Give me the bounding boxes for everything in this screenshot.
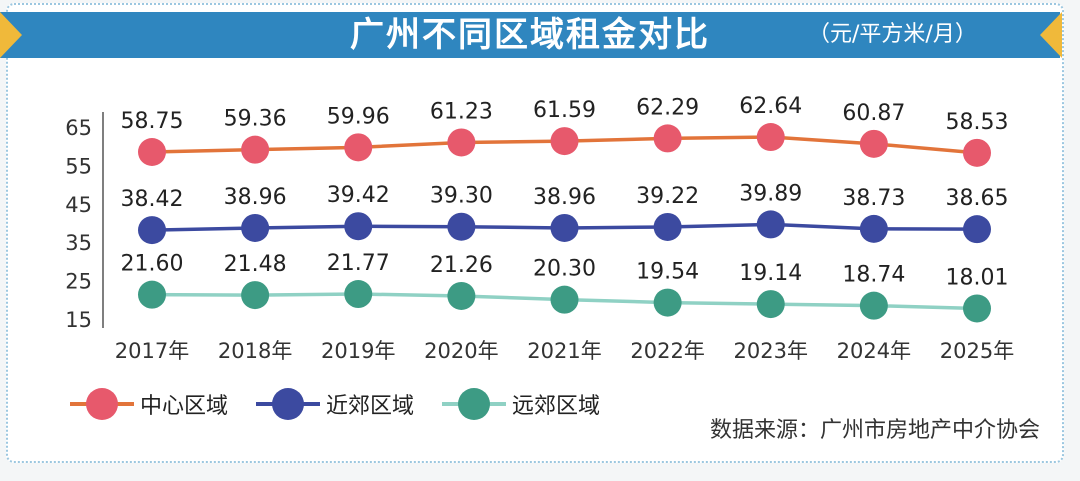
data-point-near xyxy=(756,210,785,239)
data-point-far xyxy=(344,280,373,309)
x-tick-label: 2025年 xyxy=(940,339,1014,363)
legend-swatch-far xyxy=(442,386,507,422)
data-label-near: 38.96 xyxy=(533,185,596,210)
x-tick-label: 2023年 xyxy=(734,339,808,363)
x-tick-label: 2021年 xyxy=(527,339,601,363)
data-point-far xyxy=(859,291,888,320)
data-point-far xyxy=(447,281,476,310)
data-point-far xyxy=(241,281,270,310)
data-point-central xyxy=(859,129,888,158)
chart-card xyxy=(6,3,1064,463)
data-label-near: 38.73 xyxy=(842,186,905,211)
legend-label-near: 近郊区域 xyxy=(326,394,415,419)
data-point-near xyxy=(859,214,888,243)
data-label-far: 21.60 xyxy=(121,252,184,277)
data-point-far xyxy=(963,294,991,323)
legend-swatch-central xyxy=(70,386,134,422)
data-label-central: 61.23 xyxy=(430,99,493,124)
data-point-far xyxy=(756,290,785,319)
legend-label-central: 中心区域 xyxy=(140,394,229,419)
data-label-central: 62.64 xyxy=(739,94,802,119)
data-point-central xyxy=(653,124,682,153)
data-point-central xyxy=(344,133,373,162)
data-label-near: 39.42 xyxy=(327,183,390,208)
y-tick-label: 55 xyxy=(65,154,92,178)
data-point-central xyxy=(550,127,579,156)
data-point-central xyxy=(138,138,166,166)
data-label-central: 60.87 xyxy=(842,101,905,126)
data-label-central: 61.59 xyxy=(533,98,596,123)
data-point-far xyxy=(653,288,682,317)
data-point-central xyxy=(756,123,785,152)
data-point-near xyxy=(653,212,682,241)
legend-item-far: 远郊区域 xyxy=(442,386,600,422)
y-tick-label: 65 xyxy=(65,116,92,140)
x-tick-label: 2019年 xyxy=(321,339,395,363)
y-tick-label: 45 xyxy=(65,193,92,217)
data-label-central: 59.96 xyxy=(327,104,390,129)
data-point-near xyxy=(963,215,991,244)
x-tick-label: 2017年 xyxy=(115,339,189,363)
legend-swatch-near xyxy=(256,386,321,422)
data-source: 数据来源：广州市房地产中介协会 xyxy=(709,418,1040,443)
data-label-far: 20.30 xyxy=(533,257,596,282)
data-point-far xyxy=(550,285,579,314)
x-tick-label: 2018年 xyxy=(218,339,292,363)
data-point-near xyxy=(550,213,579,242)
data-point-near xyxy=(241,213,270,242)
x-tick-label: 2024年 xyxy=(837,339,911,363)
data-label-far: 19.54 xyxy=(636,260,699,285)
data-label-central: 58.75 xyxy=(121,109,184,134)
data-label-far: 18.74 xyxy=(842,263,905,288)
data-label-central: 62.29 xyxy=(636,95,699,120)
data-label-central: 58.53 xyxy=(946,110,1009,135)
data-label-near: 38.96 xyxy=(224,185,287,210)
chart-unit: （元/平方米/月） xyxy=(808,22,977,47)
data-label-far: 19.14 xyxy=(739,261,802,286)
data-point-near xyxy=(447,212,476,241)
data-label-near: 38.42 xyxy=(121,187,184,212)
data-label-central: 59.36 xyxy=(224,107,287,132)
data-label-near: 38.65 xyxy=(946,186,1009,211)
data-point-near xyxy=(344,212,373,241)
chart-title: 广州不同区域租金对比 xyxy=(350,15,710,55)
data-label-far: 21.77 xyxy=(327,251,390,276)
legend-item-near: 近郊区域 xyxy=(256,386,414,422)
data-label-far: 21.48 xyxy=(224,252,287,277)
legend-item-central: 中心区域 xyxy=(70,386,228,422)
y-tick-label: 35 xyxy=(65,231,92,255)
legend-label-far: 远郊区域 xyxy=(512,394,601,419)
data-point-far xyxy=(138,280,166,309)
title-banner xyxy=(0,12,1060,58)
legend: 中心区域 近郊区域 远郊区域 xyxy=(70,386,600,422)
data-point-central xyxy=(447,128,476,157)
x-tick-label: 2022年 xyxy=(630,339,704,363)
data-label-near: 39.89 xyxy=(739,181,802,206)
data-label-far: 21.26 xyxy=(430,253,493,278)
data-point-central xyxy=(241,135,270,164)
y-tick-label: 25 xyxy=(65,270,92,294)
data-point-near xyxy=(138,216,166,245)
data-label-far: 18.01 xyxy=(946,265,1009,290)
data-label-near: 39.30 xyxy=(430,184,493,209)
banner-left-tip xyxy=(0,12,22,58)
data-label-near: 39.22 xyxy=(636,184,699,209)
y-tick-label: 15 xyxy=(65,308,92,332)
x-tick-label: 2020年 xyxy=(424,339,498,363)
data-point-central xyxy=(963,138,991,167)
